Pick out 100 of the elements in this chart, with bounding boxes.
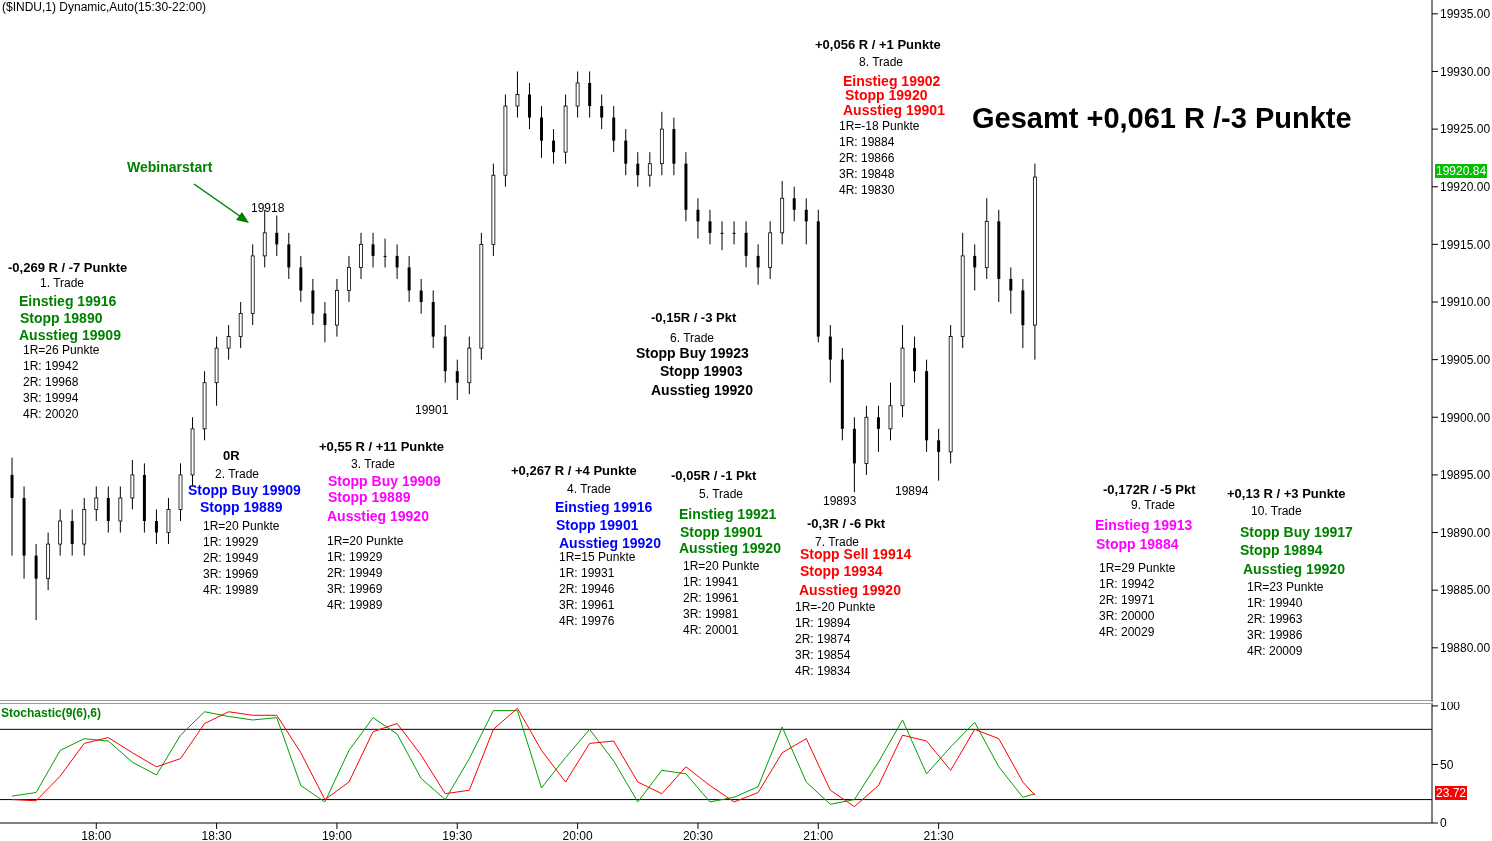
chart-title: Stochastic(9(6),6) — [1, 706, 102, 720]
annotation: 4R: 20029 — [1099, 624, 1155, 640]
candlestick — [720, 220, 724, 251]
candlestick — [275, 215, 279, 257]
annotation: +0,267 R / +4 Punkte — [511, 463, 637, 479]
candlestick — [323, 301, 327, 343]
annotation: Stopp 19901 — [680, 523, 763, 541]
annotation: Stopp Buy 19917 — [1240, 523, 1353, 541]
candlestick — [552, 128, 556, 165]
annotation: Einstieg 19902 — [843, 72, 941, 89]
y-tick-label: 19920.00 — [1440, 180, 1491, 194]
annotation: Stopp 19903 — [660, 362, 743, 380]
annotation: 1R: 19929 — [203, 534, 259, 550]
x-tick-label: 20:00 — [562, 828, 593, 841]
annotation: 4R: 20020 — [23, 406, 79, 422]
annotation: Einstieg 19913 — [1095, 516, 1193, 534]
annotation: Stopp 19884 — [1096, 535, 1179, 553]
annotation: Ausstieg 19920 — [1243, 560, 1345, 578]
candlestick — [696, 197, 700, 240]
annotation: 2R: 19949 — [327, 565, 383, 581]
annotation: -0,172R / -5 Pkt — [1103, 482, 1196, 498]
annotation: 2R: 19968 — [23, 374, 79, 390]
annotation: 0R — [223, 448, 240, 464]
candlestick — [732, 220, 736, 245]
y-tick-label: 0 — [1440, 816, 1447, 831]
annotation: +0,13 R / +3 Punkte — [1227, 486, 1346, 502]
annotation: 4R: 19976 — [559, 613, 615, 629]
candlestick — [347, 255, 351, 303]
candlestick — [299, 255, 303, 303]
annotation: Stopp 19889 — [200, 498, 283, 516]
annotation: 3R: 19986 — [1247, 627, 1303, 643]
annotation: 1R: 19942 — [23, 358, 79, 374]
annotation: 4. Trade — [567, 481, 612, 497]
annotation: 4R: 19989 — [203, 582, 259, 598]
annotation: 1R: 19931 — [559, 565, 615, 581]
candlestick — [804, 197, 808, 245]
y-tick-label: 50 — [1440, 757, 1454, 772]
annotation: 3R: 20000 — [1099, 608, 1155, 624]
annotation: 1R=23 Punkte — [1247, 579, 1324, 595]
candlestick — [876, 405, 880, 453]
annotation: 2R: 19961 — [683, 590, 739, 606]
annotation: 3R: 19848 — [839, 166, 895, 182]
candlestick — [106, 485, 110, 534]
candlestick — [287, 232, 291, 280]
annotation: 10. Trade — [1251, 503, 1302, 519]
annotation: 19901 — [415, 402, 449, 418]
x-tick-label: 18:00 — [81, 828, 112, 841]
candlestick — [973, 243, 977, 291]
annotation: Ausstieg 19920 — [679, 539, 781, 557]
y-tick-label: 19885.00 — [1440, 583, 1491, 598]
annotation: 1R=20 Punkte — [683, 558, 760, 574]
candlestick — [154, 509, 158, 545]
y-tick-label: 19930.00 — [1440, 64, 1491, 79]
annotation: 2R: 19866 — [839, 150, 895, 166]
y-tick-label: 19895.00 — [1440, 468, 1491, 483]
annotation: Einstieg 19916 — [19, 292, 117, 310]
annotation: 4R: 20001 — [683, 622, 739, 638]
annotation: 1R: 19942 — [1099, 576, 1155, 592]
annotation: 2. Trade — [215, 466, 260, 482]
annotation: 1R: 19894 — [795, 615, 851, 631]
candlestick — [636, 151, 640, 188]
annotation: 4R: 19830 — [839, 182, 895, 198]
annotation: 1R=20 Punkte — [327, 533, 404, 549]
annotation: 1R: 19884 — [839, 134, 895, 150]
candlestick — [937, 428, 941, 482]
annotation: 1R: 19929 — [327, 549, 383, 565]
annotation: Stopp 19889 — [328, 488, 411, 506]
annotation: 3R: 19981 — [683, 606, 739, 622]
x-tick-label: 20:30 — [682, 828, 714, 841]
annotation: Ausstieg 19920 — [559, 534, 661, 552]
x-tick-label: 19:30 — [442, 828, 473, 841]
candlestick — [708, 209, 712, 245]
candlestick — [647, 151, 652, 188]
annotation: 3R: 19969 — [203, 566, 259, 582]
candlestick — [792, 186, 796, 222]
annotation: 1R=26 Punkte — [23, 342, 100, 358]
annotation: Stopp 19901 — [556, 516, 639, 534]
candlestick — [540, 105, 544, 159]
annotation: 1R=-18 Punkte — [839, 118, 920, 134]
annotation: -0,15R / -3 Pkt — [651, 310, 737, 326]
text: 23.72 — [1435, 785, 1468, 801]
candlestick — [238, 301, 243, 349]
candlestick — [515, 70, 520, 119]
annotation: 19894 — [895, 483, 929, 499]
annotation: 1R: 19941 — [683, 574, 739, 590]
candlestick — [118, 485, 123, 534]
candlestick — [624, 128, 628, 176]
annotation: 8. Trade — [859, 54, 904, 70]
annotation: 1. Trade — [40, 275, 85, 291]
candlestick — [527, 82, 531, 130]
annotation: 3R: 19994 — [23, 390, 79, 406]
annotation: Ausstieg 19920 — [327, 507, 429, 525]
candlestick — [575, 70, 580, 119]
y-tick-label: 100 — [1440, 699, 1461, 714]
x-tick-label: 21:00 — [803, 828, 834, 841]
candlestick — [226, 324, 231, 361]
y-tick-label: 19925.00 — [1440, 122, 1491, 137]
annotation: Stopp 19890 — [20, 309, 103, 327]
candlestick — [383, 238, 387, 268]
candlestick — [612, 105, 616, 153]
